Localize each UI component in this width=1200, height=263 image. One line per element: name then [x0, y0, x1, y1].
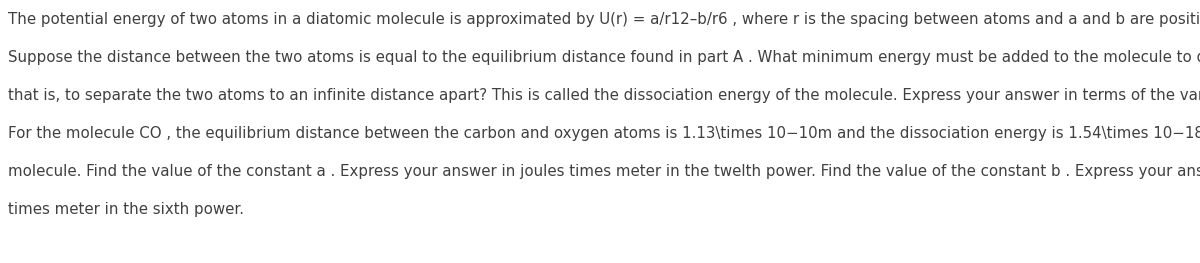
Text: For the molecule CO , the equilibrium distance between the carbon and oxygen ato: For the molecule CO , the equilibrium di…: [8, 126, 1200, 141]
Text: that is, to separate the two atoms to an infinite distance apart? This is called: that is, to separate the two atoms to an…: [8, 88, 1200, 103]
Text: Suppose the distance between the two atoms is equal to the equilibrium distance : Suppose the distance between the two ato…: [8, 50, 1200, 65]
Text: times meter in the sixth power.: times meter in the sixth power.: [8, 202, 244, 217]
Text: The potential energy of two atoms in a diatomic molecule is approximated by U(r): The potential energy of two atoms in a d…: [8, 12, 1200, 27]
Text: molecule. Find the value of the constant a . Express your answer in joules times: molecule. Find the value of the constant…: [8, 164, 1200, 179]
